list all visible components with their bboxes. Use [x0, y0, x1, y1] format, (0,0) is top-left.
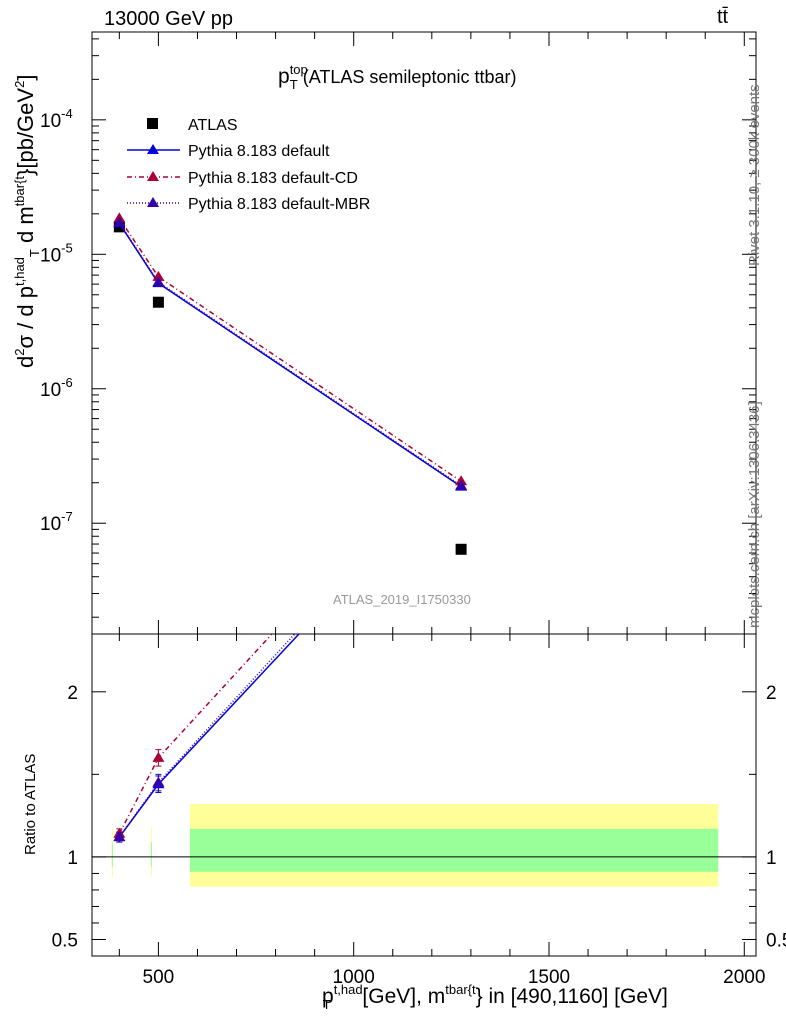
x-tick-label: 1000 — [333, 967, 375, 988]
legend-atlas-label: ATLAS — [188, 117, 238, 134]
ratio-tick-label-right: 0.5 — [766, 930, 786, 951]
x-tick-label: 1500 — [528, 967, 570, 988]
mbr-ratio-point — [113, 831, 126, 842]
legend-default-label: Pythia 8.183 default — [188, 143, 330, 160]
atlas-point — [152, 296, 164, 308]
y-tick-exponent: -6 — [61, 375, 73, 390]
y-tick-label: 10-6 — [40, 375, 73, 401]
mcplots-credit: mcplots.cern.ch [arXiv:1306.3436] — [746, 401, 763, 628]
y-tick-exponent: -5 — [61, 240, 73, 255]
atlas-point — [455, 543, 467, 555]
cd-line — [118, 217, 462, 482]
legend-cd-label: Pythia 8.183 default-CD — [188, 170, 358, 187]
ratio-uncertainty-bands — [111, 804, 719, 887]
default-ratio-point — [455, 455, 467, 465]
mbr-ratio-point — [455, 446, 467, 456]
legend-atlas-marker — [147, 118, 158, 129]
mbr-ratio-point — [152, 776, 165, 787]
main-panel: 10-7 10-6 10-5 10-4 — [40, 31, 757, 956]
legend-default-marker — [147, 144, 159, 154]
y-axis-label: d2σ / d pt,hadT d mtbar{t}[pb/GeV2] — [12, 74, 42, 368]
legend-cd-marker — [147, 171, 159, 181]
ratio-tick-label-left: 1 — [67, 848, 78, 869]
cd-ratio-line — [118, 634, 273, 835]
green-band-2 — [189, 828, 719, 872]
green-band-1 — [150, 842, 152, 867]
mbr-point — [455, 479, 468, 490]
x-axis-label: pt,hadT [GeV], mtbar{t} in [490,1160] [G… — [322, 982, 668, 1012]
ratio-tick-label-right: 2 — [766, 683, 777, 704]
ratio-axis-label: Ratio to ATLAS — [22, 753, 39, 855]
x-tick-label: 500 — [143, 967, 175, 988]
cd-ratio-point — [152, 751, 165, 762]
legend-mbr-marker — [147, 197, 159, 207]
header-final-state: tt̄ — [717, 6, 729, 28]
y-tick-label: 10-7 — [40, 509, 73, 535]
ratio-frame — [91, 633, 757, 957]
y-tick-label: 10-4 — [40, 106, 73, 132]
y-tick-label: 10-5 — [40, 240, 73, 266]
mbr-ratio-line — [118, 634, 296, 838]
header-process: 13000 GeV pp — [104, 8, 233, 30]
y-tick-exponent: -4 — [61, 106, 73, 121]
legend: ATLAS Pythia 8.183 default Pythia 8.183 … — [127, 117, 370, 213]
ratio-tick-label-left: 0.5 — [52, 930, 78, 951]
mbr-point — [113, 216, 126, 227]
default-ratio-line — [118, 634, 300, 838]
cd-ratio-point — [455, 422, 467, 432]
ratio-series — [113, 422, 467, 843]
green-band-0 — [111, 842, 113, 867]
ratio-tick-label-right: 1 — [766, 848, 777, 869]
watermark: ATLAS_2019_I1750330 — [333, 592, 471, 607]
ratio-tick-label-left: 2 — [67, 683, 78, 704]
x-tick-label: 2000 — [723, 967, 765, 988]
y-tick-exponent: -7 — [61, 509, 73, 524]
legend-mbr-label: Pythia 8.183 default-MBR — [188, 196, 370, 213]
rivet-version: Rivet 3.1.10, ≥ 300k events — [746, 84, 763, 266]
plot-title: ptopT (ATLAS semileptonic ttbar) — [278, 62, 517, 92]
mbr-point — [152, 276, 165, 287]
